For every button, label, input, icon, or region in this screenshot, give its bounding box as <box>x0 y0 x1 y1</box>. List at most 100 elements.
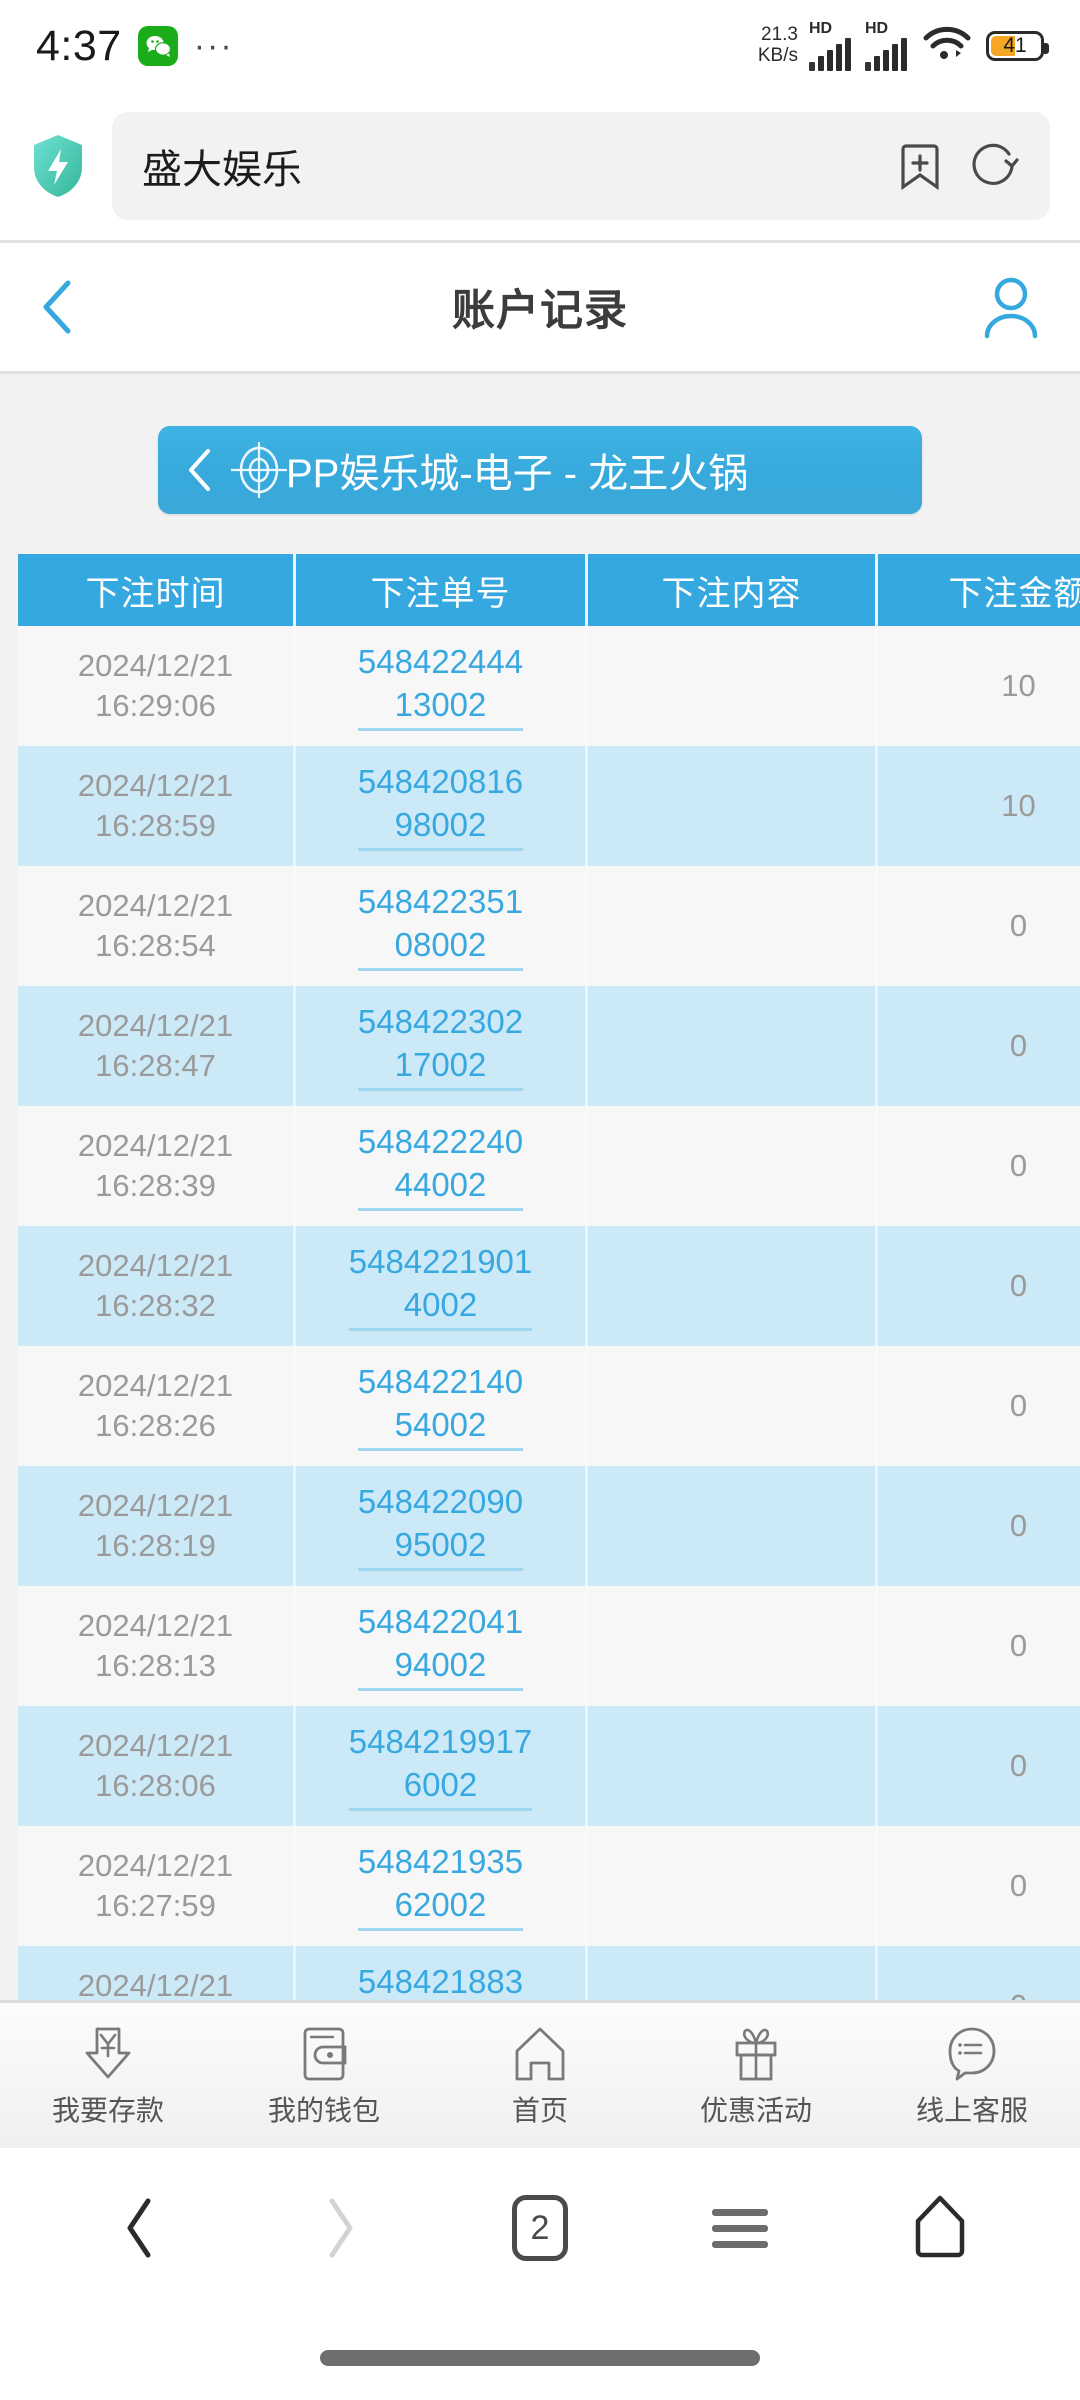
cell-order-no[interactable]: 548422090 95002 <box>296 1466 588 1586</box>
column-header-orderno[interactable]: 下注单号 <box>296 554 588 626</box>
cell-order-no[interactable]: 5484221901 4002 <box>296 1226 588 1346</box>
game-banner[interactable]: PP娱乐城-电子 - 龙王火锅 <box>158 426 922 514</box>
bottom-nav-label-home: 首页 <box>511 2094 568 2126</box>
cell-date: 2024/12/21 <box>77 1607 234 1643</box>
cell-content <box>588 1826 878 1946</box>
order-no-link[interactable]: 548422444 13002 <box>357 641 524 732</box>
bottom-nav-item-wallet[interactable]: 我的钱包 <box>216 2023 432 2129</box>
cell-content <box>588 1106 878 1226</box>
order-no-link[interactable]: 5484221901 4002 <box>348 1241 533 1332</box>
cell-order-no[interactable]: 548420816 98002 <box>296 746 588 866</box>
reload-icon[interactable] <box>968 140 1020 192</box>
cell-content <box>588 626 878 746</box>
gesture-bar[interactable] <box>320 2350 760 2366</box>
order-no-part2: 13002 <box>394 685 487 723</box>
order-no-link[interactable]: 5484219917 6002 <box>348 1721 533 1812</box>
status-overflow-dots: ··· <box>193 27 234 65</box>
network-speed: 21.3 KB/s <box>758 25 798 66</box>
order-no-link[interactable]: 548422041 94002 <box>357 1601 524 1692</box>
cell-order-no[interactable]: 548422140 54002 <box>296 1346 588 1466</box>
cell-content <box>588 746 878 866</box>
banner-back-chevron-icon[interactable] <box>186 448 214 492</box>
cell-order-no[interactable]: 548422351 08002 <box>296 866 588 986</box>
nav-home-icon[interactable] <box>840 2193 1040 2263</box>
order-no-part2: 4002 <box>403 1285 478 1323</box>
cell-date: 2024/12/21 <box>77 1727 234 1763</box>
network-speed-value: 21.3 <box>761 24 798 46</box>
order-no-link[interactable]: 548422351 08002 <box>357 881 524 972</box>
bottom-nav-item-promotions[interactable]: 优惠活动 <box>648 2023 864 2129</box>
cell-time: 2024/12/21 16:28:39 <box>18 1106 296 1226</box>
column-header-time[interactable]: 下注时间 <box>18 554 296 626</box>
bottom-nav-label-deposit: 我要存款 <box>51 2094 164 2126</box>
bottom-nav-item-deposit[interactable]: 我要存款 <box>0 2023 216 2129</box>
column-header-content[interactable]: 下注内容 <box>588 554 878 626</box>
address-bar[interactable]: 盛大娱乐 <box>112 112 1050 220</box>
cell-clock: 16:28:13 <box>95 1648 216 1683</box>
cell-order-no[interactable]: 548422444 13002 <box>296 626 588 746</box>
cell-clock: 16:28:32 <box>95 1288 216 1323</box>
cell-clock: 16:28:39 <box>95 1168 216 1203</box>
cell-order-no[interactable]: 548422240 44002 <box>296 1106 588 1226</box>
cell-date: 2024/12/21 <box>77 1127 234 1163</box>
order-no-part1: 548422302 <box>357 1002 524 1040</box>
sim2-hd-label: HD <box>865 19 889 37</box>
cell-date: 2024/12/21 <box>77 647 234 683</box>
nav-back-icon[interactable] <box>40 2195 240 2261</box>
cell-order-no[interactable]: 548422302 17002 <box>296 986 588 1106</box>
cell-time: 2024/12/21 16:28:32 <box>18 1226 296 1346</box>
nav-menu-icon[interactable] <box>640 2200 840 2257</box>
cell-date: 2024/12/21 <box>77 1367 234 1403</box>
cell-date: 2024/12/21 <box>77 1007 234 1043</box>
address-text[interactable]: 盛大娱乐 <box>142 148 302 192</box>
back-chevron-icon[interactable] <box>36 279 80 335</box>
order-no-part1: 5484221901 <box>348 1242 533 1280</box>
order-no-link[interactable]: 548422090 95002 <box>357 1481 524 1572</box>
cell-time: 2024/12/21 16:28:26 <box>18 1346 296 1466</box>
shield-icon[interactable] <box>30 133 86 199</box>
add-bookmark-icon[interactable] <box>894 140 946 192</box>
order-no-part2: 6002 <box>403 1765 478 1803</box>
cell-amount: 0 <box>878 1106 1080 1226</box>
page-title: 账户记录 <box>452 287 628 335</box>
cell-order-no[interactable]: 548422041 94002 <box>296 1586 588 1706</box>
wechat-icon <box>137 26 178 66</box>
order-no-link[interactable]: 548422140 54002 <box>357 1361 524 1452</box>
column-header-amount[interactable]: 下注金额 <box>878 554 1080 626</box>
order-no-part1: 548422041 <box>357 1602 524 1640</box>
cell-time: 2024/12/21 16:28:19 <box>18 1466 296 1586</box>
nav-forward-icon <box>240 2195 440 2261</box>
order-no-link[interactable]: 548421935 62002 <box>357 1841 524 1932</box>
order-no-part1: 548422351 <box>357 882 524 920</box>
nav-tab-count[interactable]: 2 <box>512 2195 568 2261</box>
cell-time: 2024/12/21 16:28:47 <box>18 986 296 1106</box>
cell-amount: 0 <box>878 1346 1080 1466</box>
bottom-nav-item-home[interactable]: 首页 <box>432 2023 648 2129</box>
browser-navbar: 2 <box>0 2148 1080 2400</box>
order-no-link[interactable]: 548420816 98002 <box>357 761 524 852</box>
bottom-nav-item-support[interactable]: 线上客服 <box>864 2023 1080 2129</box>
nav-tabs-button[interactable]: 2 <box>440 2195 640 2261</box>
cell-order-no[interactable]: 5484219917 6002 <box>296 1706 588 1826</box>
user-avatar-icon[interactable] <box>978 274 1044 340</box>
cell-date: 2024/12/21 <box>77 1247 234 1283</box>
browser-toolbar: 盛大娱乐 <box>0 92 1080 240</box>
order-no-link[interactable]: 548422240 44002 <box>357 1121 524 1212</box>
cell-date: 2024/12/21 <box>77 767 234 803</box>
gift-icon <box>725 2023 787 2085</box>
cell-amount: 0 <box>878 1466 1080 1586</box>
cell-order-no[interactable]: 548421935 62002 <box>296 1826 588 1946</box>
order-no-link[interactable]: 548422302 17002 <box>357 1001 524 1092</box>
